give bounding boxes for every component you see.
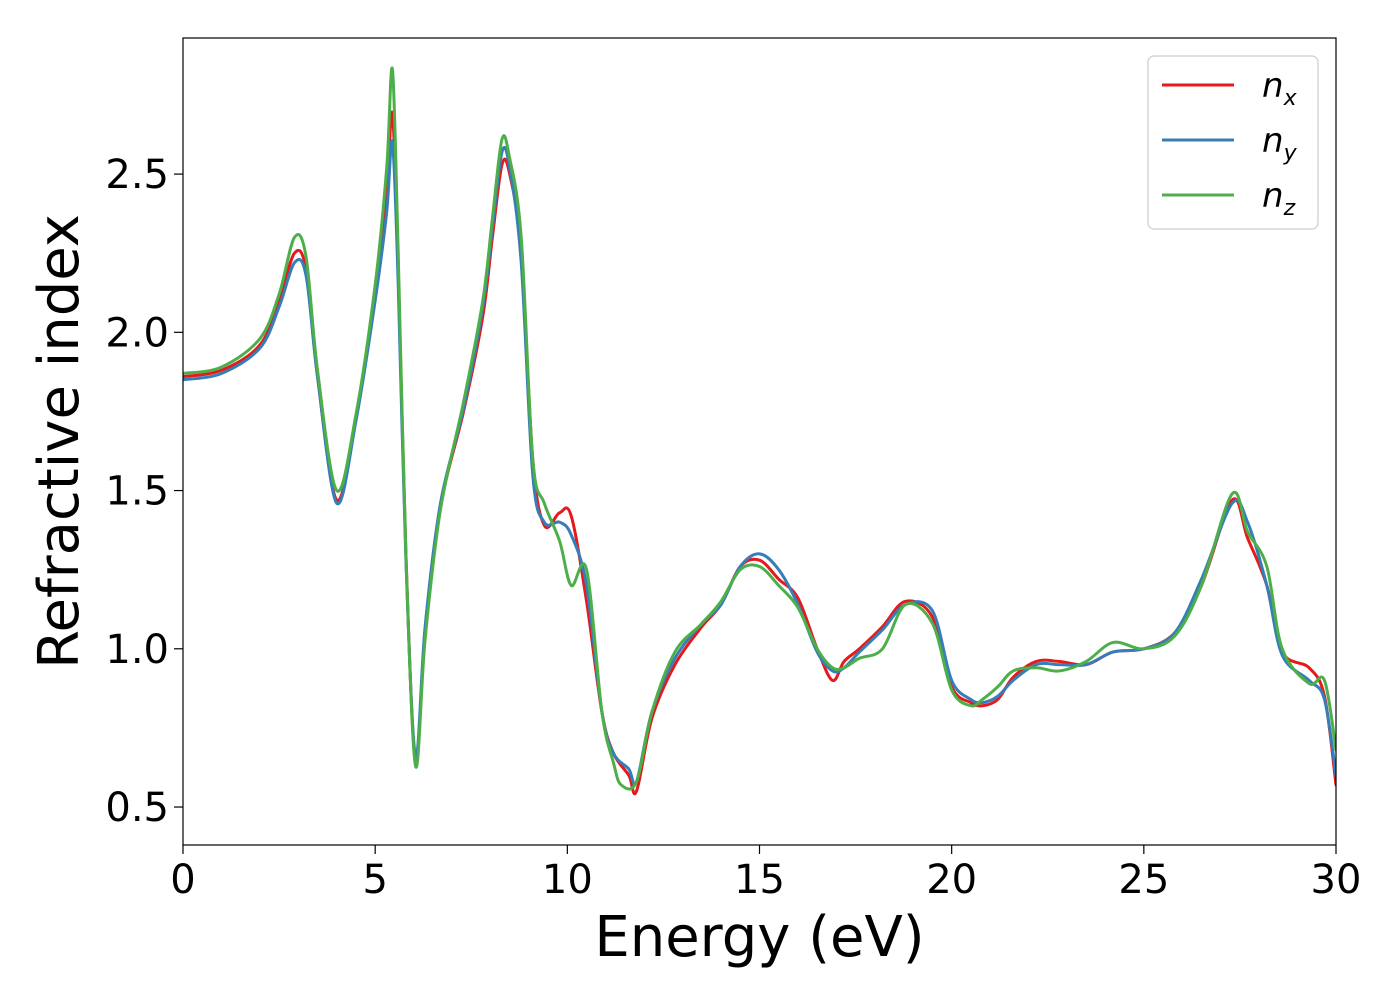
y-tick-label: 2.0	[105, 310, 169, 356]
y-tick-label: 1.5	[105, 469, 169, 515]
legend-label-nx: nx	[1262, 66, 1298, 111]
x-tick-label: 15	[734, 857, 785, 903]
x-axis-title: Energy (eV)	[594, 905, 924, 970]
x-tick-label: 20	[926, 857, 977, 903]
series-line-nz	[183, 66, 1336, 791]
legend: nx ny nz	[1147, 55, 1319, 230]
series-line-ny	[183, 139, 1336, 786]
x-tick-label: 0	[170, 857, 195, 903]
legend-label-nz: nz	[1262, 176, 1296, 221]
y-axis-title: Refractive index	[27, 214, 92, 669]
y-tick-label: 0.5	[105, 785, 169, 831]
x-tick-label: 10	[542, 857, 593, 903]
x-tick-label: 5	[362, 857, 387, 903]
x-tick-label: 30	[1311, 857, 1362, 903]
y-tick-label: 1.0	[105, 627, 169, 673]
y-tick-label: 2.5	[105, 152, 169, 198]
ticks-layer: 0 5 10 15 20 25 30 0.5 1.0 1.5 2.0 2.5	[105, 152, 1361, 903]
legend-label-ny: ny	[1262, 121, 1298, 166]
x-tick-label: 25	[1118, 857, 1169, 903]
series-layer	[183, 66, 1336, 796]
legend-box	[1147, 55, 1319, 230]
